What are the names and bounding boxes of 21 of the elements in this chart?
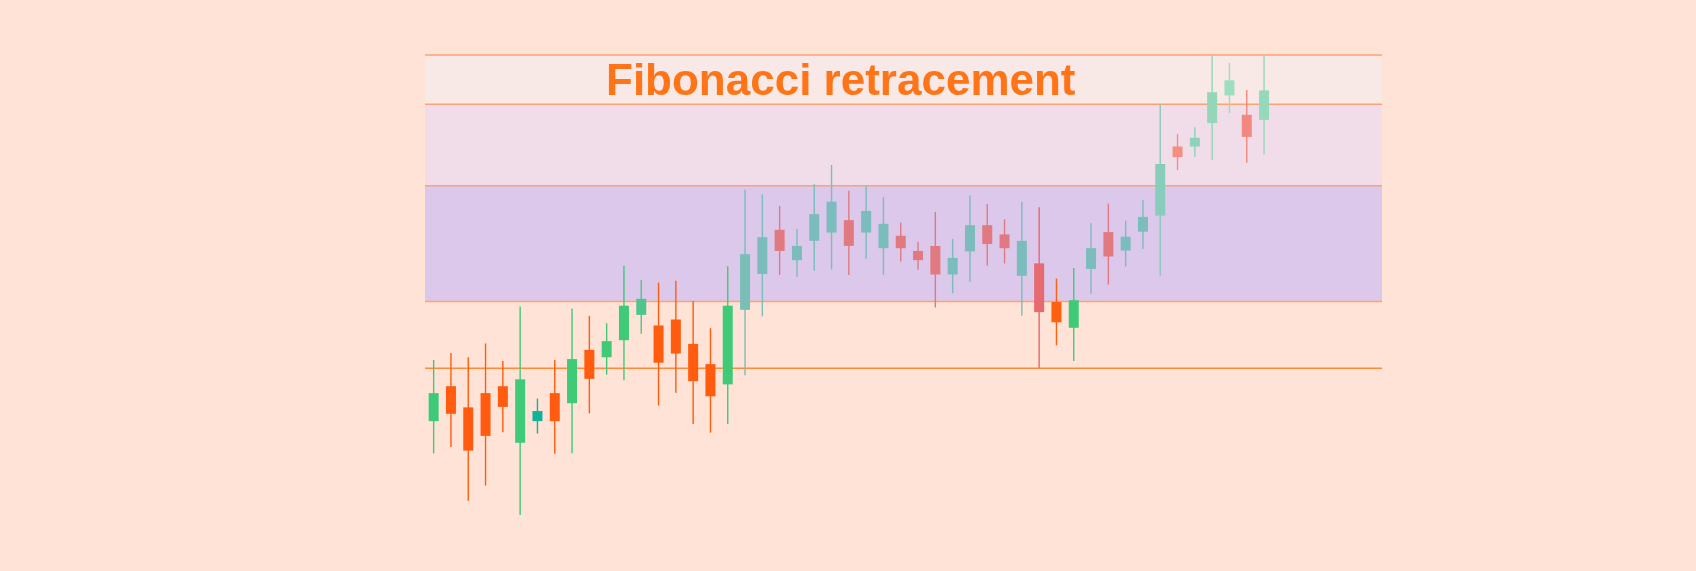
candlestick bbox=[1172, 133, 1183, 171]
candlestick bbox=[497, 360, 508, 433]
candlestick bbox=[532, 397, 543, 435]
candlestick bbox=[947, 238, 958, 294]
candlestick bbox=[1086, 222, 1097, 295]
candlestick bbox=[636, 279, 647, 335]
candlestick bbox=[1051, 277, 1062, 346]
candlestick bbox=[1224, 62, 1235, 114]
candlestick bbox=[1120, 219, 1131, 268]
candlestick bbox=[913, 241, 924, 271]
candlestick bbox=[601, 322, 612, 376]
candlestick bbox=[791, 228, 802, 278]
candlestick bbox=[1189, 126, 1200, 158]
candlestick bbox=[774, 205, 785, 276]
candlestick bbox=[1137, 199, 1148, 250]
candlestick bbox=[999, 218, 1010, 265]
candlestick bbox=[861, 185, 872, 260]
candlestick bbox=[982, 203, 993, 267]
chart-title: Fibonacci retracement bbox=[606, 55, 1076, 104]
candlestick bbox=[1241, 89, 1252, 164]
candlestick bbox=[895, 221, 906, 263]
